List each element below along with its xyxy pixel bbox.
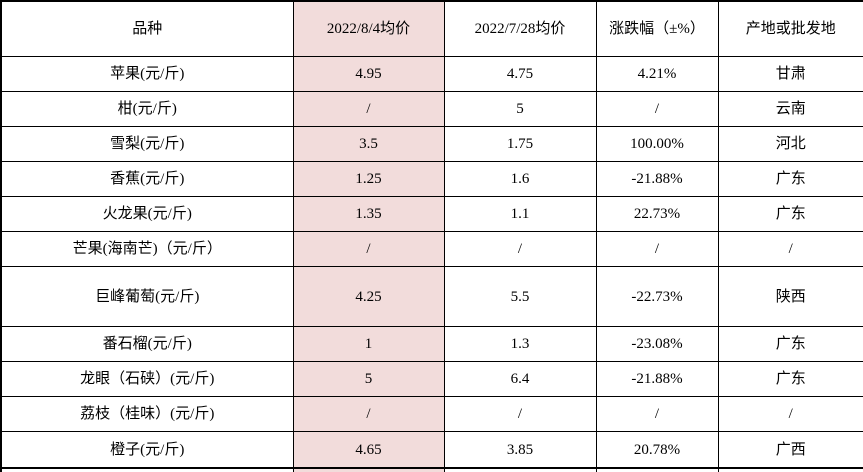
change-cell-cropped	[595, 467, 719, 472]
change-cell: 4.21%	[595, 56, 719, 92]
variety-cell: 火龙果(元/斤)	[0, 196, 294, 232]
price-0728-cell: 5.5	[443, 266, 597, 327]
variety-cell: 巨峰葡萄(元/斤)	[0, 266, 294, 327]
price-0804-cell: 4.65	[292, 431, 445, 469]
price-0728-cell: 3.85	[443, 431, 597, 469]
price-0804-cell: 1.25	[292, 161, 445, 197]
header-change: 涨跌幅（±%）	[595, 0, 719, 57]
table-row: 橙子(元/斤) 4.65 3.85 20.78% 广西	[0, 431, 863, 469]
price-0728-cell: 5	[443, 91, 597, 127]
origin-cell: 广东	[717, 196, 863, 232]
price-0804-cell: /	[292, 396, 445, 432]
variety-cell: 雪梨(元/斤)	[0, 126, 294, 162]
table-row: 苹果(元/斤) 4.95 4.75 4.21% 甘肃	[0, 56, 863, 92]
origin-cell: 广东	[717, 161, 863, 197]
variety-cell: 芒果(海南芒)（元/斤）	[0, 231, 294, 267]
change-cell: /	[595, 396, 719, 432]
price-0804-cell: /	[292, 231, 445, 267]
origin-cell: 河北	[717, 126, 863, 162]
table-row: 龙眼（石硖）(元/斤) 5 6.4 -21.88% 广东	[0, 361, 863, 397]
variety-cell: 龙眼（石硖）(元/斤)	[0, 361, 294, 397]
price-0728-cell: 1.1	[443, 196, 597, 232]
price-0728-cell: 6.4	[443, 361, 597, 397]
variety-cell: 柑(元/斤)	[0, 91, 294, 127]
change-cell: /	[595, 231, 719, 267]
origin-cell-cropped	[717, 467, 863, 472]
price-0804-cell: 5	[292, 361, 445, 397]
change-cell: -23.08%	[595, 326, 719, 362]
variety-cell: 番石榴(元/斤)	[0, 326, 294, 362]
change-cell: -21.88%	[595, 361, 719, 397]
price-0728-cell: 1.75	[443, 126, 597, 162]
price-0804-cell-cropped	[292, 467, 445, 472]
origin-cell: 云南	[717, 91, 863, 127]
table-row: 番石榴(元/斤) 1 1.3 -23.08% 广东	[0, 326, 863, 362]
header-row: 品种 2022/8/4均价 2022/7/28均价 涨跌幅（±%） 产地或批发地	[0, 0, 863, 57]
origin-cell: 广西	[717, 431, 863, 469]
price-0728-cell: 1.3	[443, 326, 597, 362]
table-row: 巨峰葡萄(元/斤) 4.25 5.5 -22.73% 陕西	[0, 266, 863, 327]
table-row: 柑(元/斤) / 5 / 云南	[0, 91, 863, 127]
header-origin: 产地或批发地	[717, 0, 863, 57]
price-0728-cell-cropped	[443, 467, 597, 472]
price-0728-cell: 4.75	[443, 56, 597, 92]
origin-cell: /	[717, 231, 863, 267]
variety-cell: 苹果(元/斤)	[0, 56, 294, 92]
header-variety: 品种	[0, 0, 294, 57]
price-0728-cell: /	[443, 396, 597, 432]
change-cell: -22.73%	[595, 266, 719, 327]
price-0728-cell: 1.6	[443, 161, 597, 197]
price-0804-cell: 3.5	[292, 126, 445, 162]
origin-cell: 广东	[717, 326, 863, 362]
variety-cell-cropped	[0, 467, 294, 472]
change-cell: 20.78%	[595, 431, 719, 469]
price-0804-cell: 4.25	[292, 266, 445, 327]
header-price-0804: 2022/8/4均价	[292, 0, 445, 57]
price-0804-cell: 4.95	[292, 56, 445, 92]
table-row: 芒果(海南芒)（元/斤） / / / /	[0, 231, 863, 267]
change-cell: 100.00%	[595, 126, 719, 162]
price-0804-cell: 1.35	[292, 196, 445, 232]
origin-cell: /	[717, 396, 863, 432]
change-cell: 22.73%	[595, 196, 719, 232]
header-price-0728: 2022/7/28均价	[443, 0, 597, 57]
change-cell: /	[595, 91, 719, 127]
variety-cell: 荔枝（桂味）(元/斤)	[0, 396, 294, 432]
price-0728-cell: /	[443, 231, 597, 267]
origin-cell: 陕西	[717, 266, 863, 327]
partial-cropped-row	[0, 467, 863, 472]
variety-cell: 橙子(元/斤)	[0, 431, 294, 469]
price-0804-cell: 1	[292, 326, 445, 362]
table-row: 荔枝（桂味）(元/斤) / / / /	[0, 396, 863, 432]
change-cell: -21.88%	[595, 161, 719, 197]
origin-cell: 甘肃	[717, 56, 863, 92]
price-0804-cell: /	[292, 91, 445, 127]
table-row: 火龙果(元/斤) 1.35 1.1 22.73% 广东	[0, 196, 863, 232]
table-row: 香蕉(元/斤) 1.25 1.6 -21.88% 广东	[0, 161, 863, 197]
origin-cell: 广东	[717, 361, 863, 397]
table-row: 雪梨(元/斤) 3.5 1.75 100.00% 河北	[0, 126, 863, 162]
variety-cell: 香蕉(元/斤)	[0, 161, 294, 197]
